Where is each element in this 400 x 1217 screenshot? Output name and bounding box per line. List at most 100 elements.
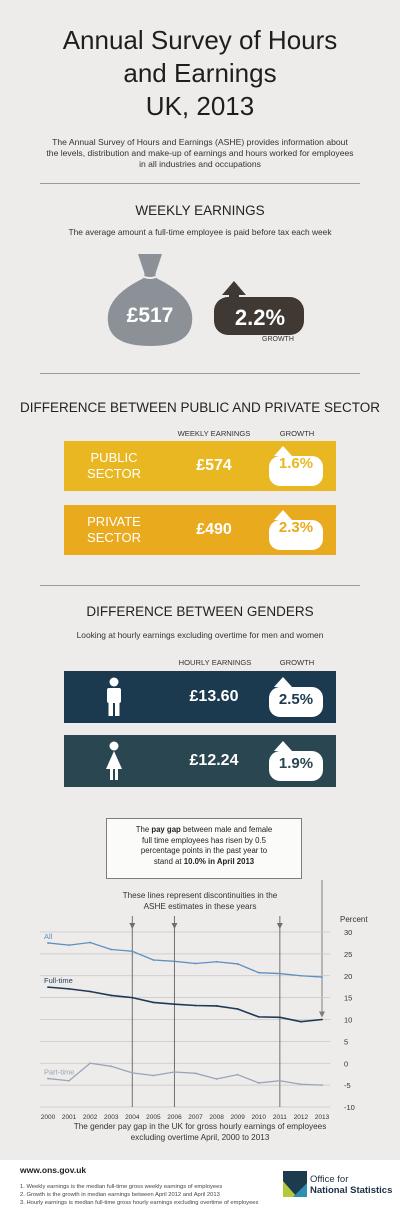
women-hourly-earnings: £12.24 <box>189 752 239 769</box>
data-point <box>215 1005 218 1007</box>
data-point <box>47 986 49 989</box>
money-bag-icon: £517 <box>107 254 193 346</box>
series-label: Part-time <box>44 1068 74 1077</box>
woman-icon <box>106 741 122 780</box>
weekly-amount: £517 <box>127 304 174 327</box>
growth-arrow-icon <box>269 446 323 486</box>
growth-arrow-icon <box>269 741 323 781</box>
x-tick-label: 2010 <box>252 1114 267 1121</box>
ons-logo-icon <box>283 1171 307 1197</box>
public-weekly-earnings: £574 <box>196 457 232 474</box>
ons-name: Office for National Statistics <box>310 1174 392 1196</box>
note-line: The pay gap between male and female <box>107 825 301 836</box>
data-point <box>47 1077 49 1080</box>
note-text: between male and female <box>180 825 273 834</box>
growth-arrow-icon <box>269 677 323 717</box>
discontinuity-arrow-icon <box>171 923 178 929</box>
footer: www.ons.gov.uk 1. Weekly earnings is the… <box>0 1160 400 1217</box>
data-point <box>152 1074 155 1077</box>
data-point <box>47 942 49 944</box>
data-point <box>89 1062 92 1065</box>
discontinuity-arrow-icon <box>276 923 283 929</box>
data-point <box>257 1015 260 1018</box>
ons-website-link[interactable]: www.ons.gov.uk <box>20 1165 87 1175</box>
x-tick-label: 2001 <box>62 1114 77 1121</box>
data-point <box>257 1082 260 1084</box>
caption-line: The gender pay gap in the UK for gross h… <box>73 1122 327 1131</box>
data-point <box>152 1001 155 1004</box>
private-weekly-earnings: £490 <box>196 521 232 538</box>
weekly-earnings-subheading: The average amount a full-time employee … <box>68 227 332 237</box>
x-tick-label: 2003 <box>104 1114 119 1121</box>
private-growth: 2.3% <box>278 519 314 536</box>
title-line: UK, 2013 <box>145 91 255 121</box>
row-label-line: SECTOR <box>87 530 141 545</box>
caption-line: excluding overtime April, 2000 to 2013 <box>130 1132 270 1142</box>
page-title: Annual Survey of Hours and Earnings UK, … <box>0 24 400 123</box>
x-tick-label: 2008 <box>209 1114 224 1121</box>
data-point <box>278 1016 281 1019</box>
x-tick-label: 2012 <box>294 1114 309 1121</box>
data-point <box>89 990 92 993</box>
pay-gap-line-chart: 30 25 20 15 10 5 0 -5 -10 2000 2001 2002 2003 2004 200… <box>40 880 355 1121</box>
growth-arrow-icon: 2.2% <box>214 281 304 335</box>
row-label-line: SECTOR <box>87 466 141 481</box>
data-point <box>321 976 323 978</box>
women-growth: 1.9% <box>278 755 314 772</box>
data-point <box>215 960 218 963</box>
data-point <box>173 960 176 963</box>
men-hourly-earnings: £13.60 <box>189 688 239 705</box>
data-point <box>173 1071 176 1073</box>
data-point <box>131 950 134 953</box>
x-tick-label: 2006 <box>167 1114 182 1121</box>
gender-col-earnings: HOURLY EARNINGS <box>178 658 252 667</box>
series-line-all <box>47 941 323 978</box>
chart-caption: The gender pay gap in the UK for gross h… <box>0 1122 400 1143</box>
data-point <box>321 1018 323 1021</box>
data-point <box>194 1072 197 1075</box>
row-label: PRIVATE SECTOR <box>64 514 164 546</box>
note-line: stand at 10.0% in April 2013 <box>107 857 301 868</box>
data-point <box>110 948 113 951</box>
y-tick-label: 5 <box>344 1037 348 1046</box>
data-point <box>68 987 70 990</box>
public-sector-row: PUBLIC SECTOR £574 1.6% <box>64 441 336 491</box>
note-text: stand at <box>153 856 184 866</box>
data-point <box>278 972 281 975</box>
sector-col-growth: GROWTH <box>279 429 315 438</box>
divider <box>40 183 360 184</box>
series-label: All <box>44 932 53 941</box>
x-tick-label: 2004 <box>125 1114 140 1121</box>
row-label: PUBLIC SECTOR <box>64 450 164 482</box>
data-point <box>321 1084 323 1087</box>
pay-gap-pointer-line <box>321 880 323 1016</box>
gender-subheading: Looking at hourly earnings excluding ove… <box>76 630 324 640</box>
discontinuity-note: These lines represent discontinuities in… <box>0 891 400 912</box>
women-row: £12.24 1.9% <box>64 735 336 787</box>
public-growth: 1.6% <box>278 455 314 472</box>
data-point <box>131 996 134 999</box>
x-tick-label: 2000 <box>41 1114 56 1121</box>
intro-text: The Annual Survey of Hours and Earnings … <box>46 137 354 169</box>
sector-heading: DIFFERENCE BETWEEN PUBLIC AND PRIVATE SE… <box>19 400 381 415</box>
data-point <box>68 944 70 947</box>
x-tick-label: 2011 <box>273 1114 287 1121</box>
row-label-line: PRIVATE <box>87 514 141 529</box>
series-line-part-time <box>47 1062 323 1086</box>
ons-name-line: National Statistics <box>310 1185 393 1196</box>
footnote: 1. Weekly earnings is the median full-ti… <box>20 1184 223 1190</box>
y-tick-label: -5 <box>344 1081 351 1090</box>
note-line: These lines represent discontinuities in… <box>122 891 278 900</box>
data-point <box>152 959 155 961</box>
y-tick-label: 15 <box>344 994 352 1003</box>
growth-arrow-icon <box>269 510 323 550</box>
title-line: Annual Survey of Hours <box>62 25 338 55</box>
weekly-growth: 2.2% <box>235 305 285 330</box>
divider <box>40 373 360 374</box>
data-point <box>89 941 92 944</box>
data-point <box>194 962 197 965</box>
y-tick-label: 20 <box>344 972 352 981</box>
data-point <box>194 1004 197 1007</box>
x-tick-label: 2002 <box>83 1114 98 1121</box>
